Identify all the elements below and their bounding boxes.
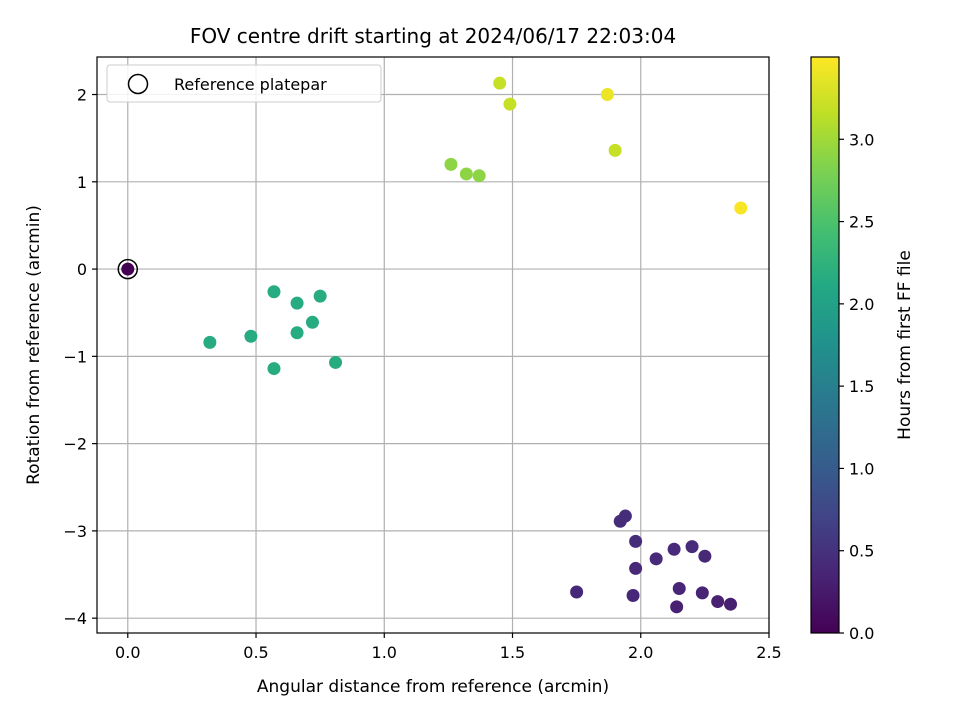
x-axis-label: Angular distance from reference (arcmin): [257, 677, 609, 697]
colorbar-gradient: [810, 56, 840, 634]
y-tick-label: 2: [77, 86, 87, 105]
colorbar-tick-label: 2.5: [849, 213, 874, 232]
legend-label: Reference platepar: [174, 75, 327, 94]
data-point: [305, 315, 319, 329]
colorbar-ticks: 0.0 0.5 1.0 1.5 2.0 2.5 3.0: [839, 130, 874, 643]
x-tick-label: 1.0: [372, 643, 397, 662]
data-point: [672, 581, 686, 595]
colorbar-tick-label: 1.0: [849, 459, 874, 478]
legend-box: [106, 64, 382, 103]
x-tick-label: 0.0: [115, 643, 140, 662]
colorbar-tick-label: 3.0: [849, 130, 874, 149]
data-point: [472, 169, 486, 183]
data-point: [626, 588, 640, 602]
legend-marker-open-circle: [127, 73, 149, 95]
data-point: [459, 167, 473, 181]
colorbar: 0.0 0.5 1.0 1.5 2.0 2.5 3.0 Hours from first F…: [810, 56, 915, 643]
data-point: [290, 326, 304, 340]
colorbar-tick-label: 0.0: [849, 624, 874, 643]
data-point: [667, 542, 681, 556]
data-point: [290, 296, 304, 310]
data-point: [121, 262, 135, 276]
plot-frame: [96, 56, 770, 634]
x-tick-label: 2.5: [756, 643, 781, 662]
data-point: [444, 157, 458, 171]
data-point: [734, 201, 748, 215]
y-tick-label: 0: [77, 260, 87, 279]
data-point: [608, 143, 622, 157]
data-point: [629, 561, 643, 575]
y-tick-label: −2: [63, 435, 87, 454]
reference-platepar-marker: [117, 258, 139, 280]
data-point: [724, 597, 738, 611]
data-point: [313, 289, 327, 303]
data-point: [600, 88, 614, 102]
y-tick-label: −1: [63, 347, 87, 366]
colorbar-label: Hours from first FF file: [895, 250, 915, 440]
data-point: [503, 97, 517, 111]
data-point: [695, 586, 709, 600]
data-points: [117, 76, 748, 614]
data-point: [329, 355, 343, 369]
x-axis-ticks: 0.0 0.5 1.0 1.5 2.0 2.5: [115, 633, 782, 662]
chart-title: FOV centre drift starting at 2024/06/17 …: [190, 24, 676, 48]
data-point: [649, 552, 663, 566]
data-point: [629, 534, 643, 548]
data-point: [267, 285, 281, 299]
x-tick-label: 2.0: [628, 643, 653, 662]
data-point: [267, 362, 281, 376]
y-tick-label: −3: [63, 522, 87, 541]
legend: Reference platepar: [106, 64, 382, 103]
data-point: [613, 514, 627, 528]
colorbar-tick-label: 1.5: [849, 377, 874, 396]
colorbar-tick-label: 0.5: [849, 542, 874, 561]
data-point: [570, 585, 584, 599]
data-point: [244, 329, 258, 343]
data-point: [685, 540, 699, 554]
x-tick-label: 1.5: [500, 643, 525, 662]
y-tick-label: 1: [77, 173, 87, 192]
y-axis-ticks: −4 −3 −2 −1 0 1 2: [63, 86, 97, 628]
data-point: [698, 549, 712, 563]
y-tick-label: −4: [63, 609, 87, 628]
x-tick-label: 0.5: [243, 643, 268, 662]
y-axis-label: Rotation from reference (arcmin): [24, 205, 44, 485]
data-point: [493, 76, 507, 90]
data-point: [711, 595, 725, 609]
data-point: [670, 600, 684, 614]
colorbar-tick-label: 2.0: [849, 295, 874, 314]
data-point: [203, 335, 217, 349]
